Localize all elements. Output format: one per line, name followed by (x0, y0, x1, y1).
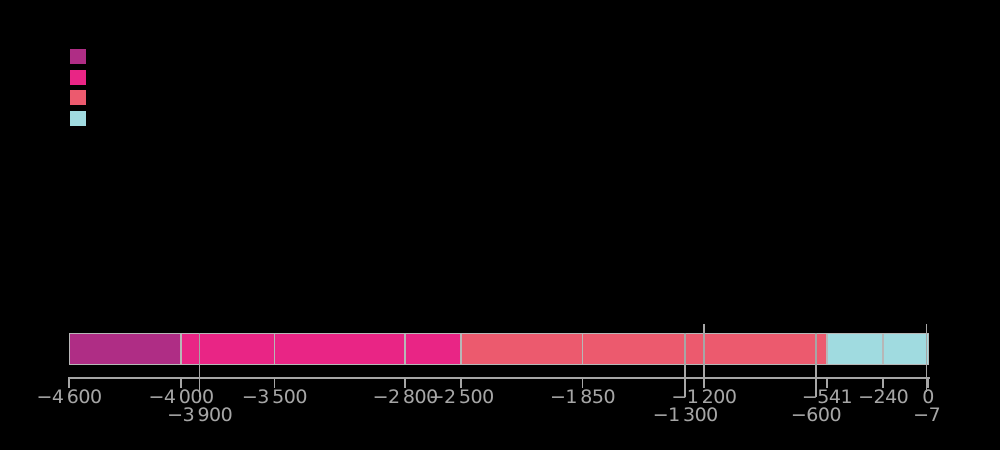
axis-tick (68, 377, 70, 388)
bar-divider-line (581, 333, 584, 365)
axis-tick-label: −240 (858, 386, 909, 408)
axis-tick (273, 377, 276, 388)
axis-tick-label: −7 (913, 404, 941, 426)
axis-tick-label: −2 500 (428, 386, 495, 408)
axis-tick (460, 377, 462, 388)
axis-tick (703, 324, 705, 388)
axis-tick-label: −3 900 (167, 404, 233, 426)
axis-tick (404, 377, 406, 388)
bar-divider-line (460, 333, 462, 365)
axis-tick (826, 377, 828, 388)
axis-tick-label: −3 500 (241, 386, 308, 408)
bar-divider-line (882, 333, 884, 365)
axis-tick-label: −4 600 (36, 386, 102, 408)
bar-segment-4 (827, 334, 928, 364)
axis-tick-label: −1 200 (671, 386, 737, 408)
axis-tick (198, 333, 201, 397)
axis-tick-label: −541 (801, 386, 853, 408)
timeline-bar (69, 333, 929, 365)
axis-tick-label: −1 300 (652, 404, 719, 426)
axis-tick (581, 377, 584, 388)
bar-divider-line (273, 333, 276, 365)
legend-swatch-2 (70, 69, 86, 85)
bar-divider-line (180, 333, 182, 365)
legend-swatch-4 (70, 110, 86, 126)
axis-tick (180, 377, 182, 388)
bar-segment-2 (181, 334, 462, 364)
bar-segment-3 (461, 334, 828, 364)
axis-tick (684, 333, 686, 397)
axis-tick (925, 324, 928, 392)
axis-tick (882, 377, 884, 388)
bar-divider-line (826, 333, 828, 365)
bar-divider-line (404, 333, 406, 365)
bar-segment-1 (70, 334, 182, 364)
x-axis-line (69, 377, 930, 379)
legend (70, 49, 86, 126)
legend-swatch-1 (70, 49, 86, 64)
axis-tick (815, 333, 817, 397)
axis-tick-label: −1 850 (549, 386, 616, 408)
axis-tick-label: −2 800 (372, 386, 439, 408)
axis-tick-label: −4 000 (148, 386, 214, 408)
axis-tick-label: 0 (922, 386, 934, 408)
axis-tick (927, 377, 929, 388)
axis-tick-label: −600 (790, 404, 842, 426)
legend-swatch-3 (70, 90, 86, 105)
